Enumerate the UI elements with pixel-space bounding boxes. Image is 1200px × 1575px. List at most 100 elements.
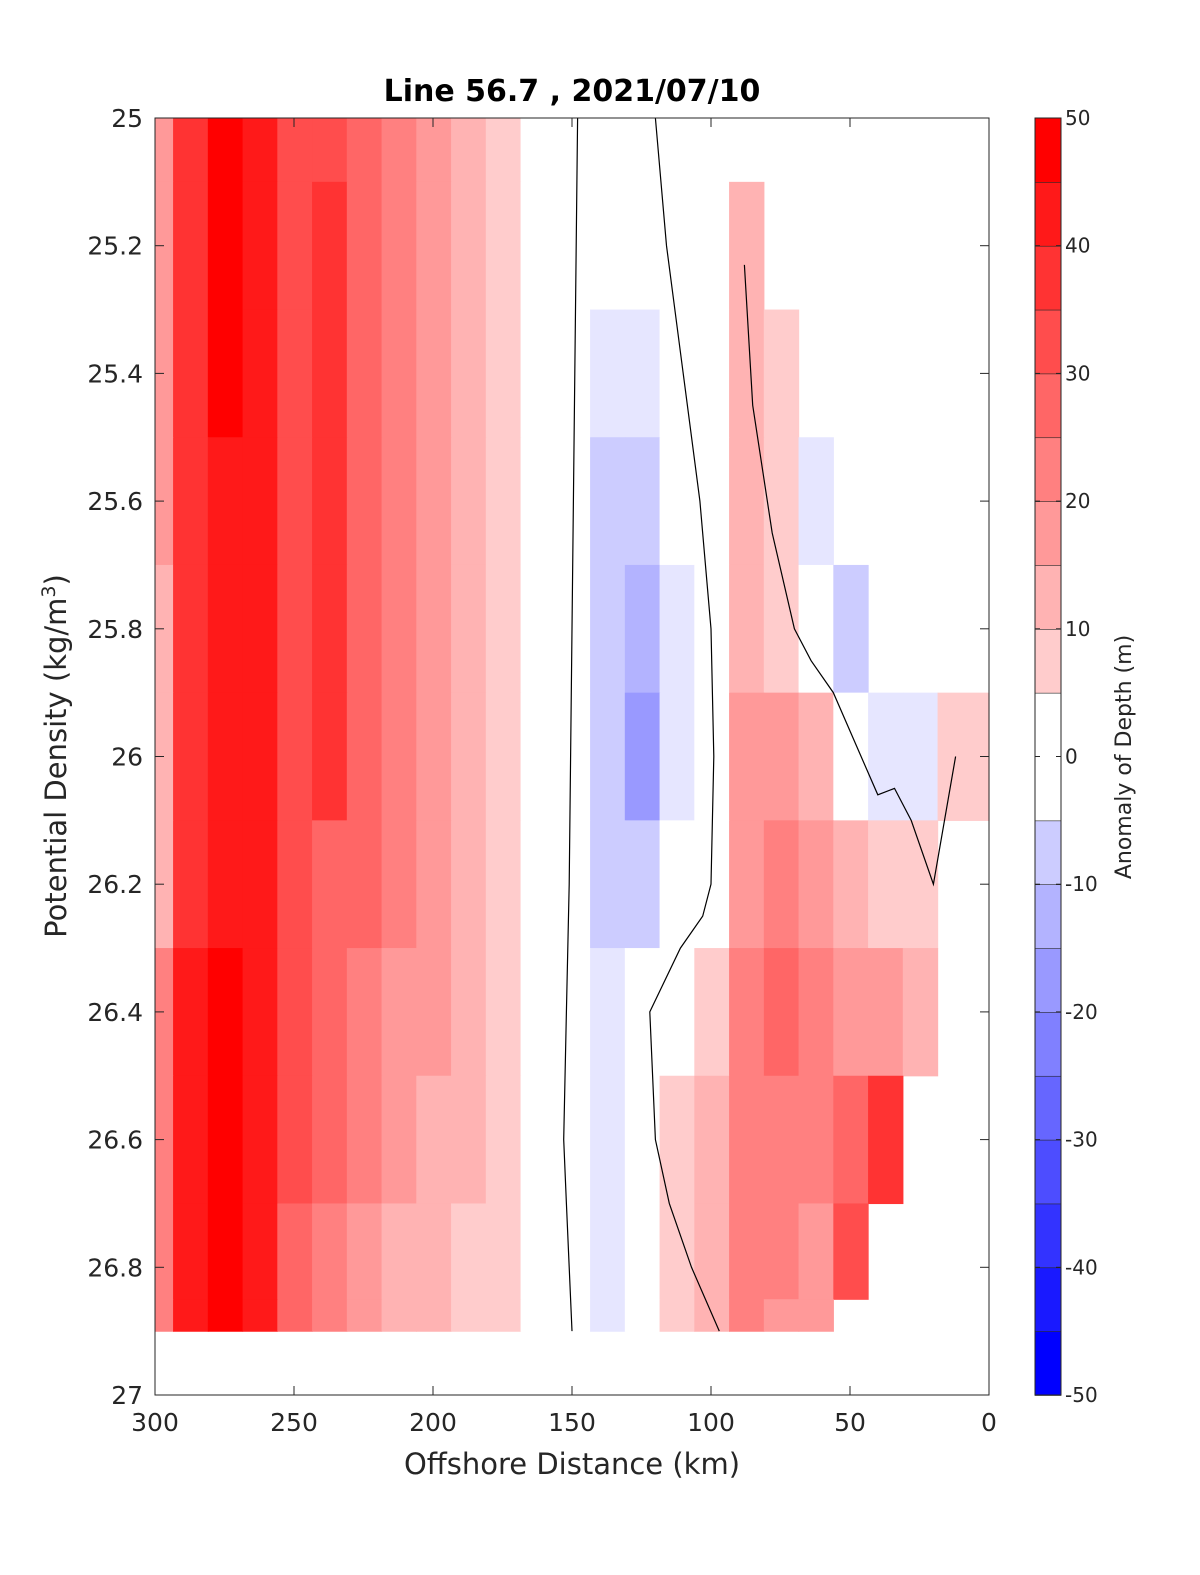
- heatmap-cell: [763, 437, 800, 566]
- heatmap-cell: [155, 181, 174, 311]
- heatmap-cell: [485, 820, 522, 949]
- zero-contour: [743, 264, 957, 887]
- y-tick-label: 26: [111, 743, 143, 772]
- x-tick-label: 300: [131, 1408, 179, 1437]
- heatmap-cell: [729, 181, 765, 311]
- heatmap-cell: [173, 181, 209, 311]
- heatmap-cell: [659, 948, 695, 1077]
- heatmap-cell: [624, 1075, 661, 1205]
- colorbar-band: [1034, 820, 1062, 885]
- heatmap-cell: [381, 692, 417, 821]
- x-tick-label: 200: [409, 1408, 457, 1437]
- heatmap-cell: [520, 1075, 556, 1205]
- heatmap-cell: [312, 181, 348, 311]
- heatmap-cell: [277, 118, 313, 183]
- heatmap-cell: [312, 692, 348, 821]
- colorbar-band: [1034, 1203, 1062, 1269]
- heatmap-cell: [520, 437, 556, 566]
- heatmap-cell: [451, 437, 487, 566]
- heatmap-cell: [242, 692, 278, 821]
- heatmap-cell: [155, 118, 174, 183]
- heatmap-cell: [590, 437, 626, 566]
- y-tick-label: 25: [111, 104, 143, 133]
- heatmap-cell: [312, 564, 348, 694]
- heatmap-cell: [416, 1299, 452, 1332]
- heatmap-cell: [277, 1203, 313, 1300]
- heatmap-cell: [416, 181, 452, 311]
- heatmap-cell: [694, 181, 730, 311]
- x-axis-label: Offshore Distance (km): [404, 1447, 740, 1481]
- heatmap-cell: [520, 564, 556, 694]
- heatmap-cell: [451, 564, 487, 694]
- heatmap-cell: [694, 309, 730, 438]
- heatmap-cell: [729, 948, 765, 1077]
- y-axis: 25 25.2 25.4 25.6 25.8 26 26.2 26.4 26.6 26.8 27: [87, 104, 989, 1410]
- heatmap-cell: [346, 1075, 383, 1205]
- heatmap-cell: [833, 564, 869, 694]
- heatmap-cell: [451, 118, 487, 183]
- heatmap-cell: [485, 1203, 522, 1300]
- heatmap-cell: [729, 564, 765, 694]
- y-axis-label-superscript: 3: [38, 585, 60, 597]
- chart-title: Line 56.7 , 2021/07/10: [384, 74, 761, 109]
- heatmap-cell: [173, 437, 209, 566]
- heatmap-cell: [520, 948, 556, 1077]
- heatmap-cell: [242, 437, 278, 566]
- heatmap-cell: [520, 1299, 556, 1332]
- heatmap-cell: [277, 948, 313, 1077]
- colorbar-band: [1034, 181, 1062, 247]
- heatmap-cell: [520, 118, 556, 183]
- heatmap-cell: [624, 564, 661, 694]
- heatmap-cell: [833, 692, 869, 821]
- colorbar-band: [1034, 245, 1062, 311]
- heatmap-cell: [763, 692, 800, 821]
- heatmap-cell: [173, 948, 209, 1077]
- heatmap-cell: [763, 1299, 800, 1332]
- heatmap-cell: [868, 820, 904, 949]
- heatmap-cell: [416, 118, 452, 183]
- heatmap-cell: [520, 1203, 556, 1300]
- heatmap-cell: [242, 118, 278, 183]
- heatmap-cell: [173, 692, 209, 821]
- x-tick-label: 100: [687, 1408, 735, 1437]
- heatmap-cell: [312, 309, 348, 438]
- colorbar-tick-label: -10: [1065, 872, 1098, 896]
- colorbar-tick-label: 0: [1065, 745, 1078, 769]
- y-tick-label: 25.8: [87, 615, 143, 644]
- colorbar-band: [1034, 564, 1062, 630]
- colorbar-band: [1034, 947, 1062, 1013]
- heatmap-cell: [798, 948, 834, 1077]
- colorbar-band: [1034, 1011, 1062, 1077]
- heatmap-cell: [155, 820, 174, 949]
- heatmap-cell: [624, 692, 661, 821]
- heatmap-cell: [798, 692, 834, 821]
- heatmap-cell: [798, 1203, 834, 1300]
- colorbar-tick-label: -20: [1065, 1000, 1098, 1024]
- heatmap-cell: [242, 564, 278, 694]
- heatmap-cell: [346, 820, 383, 949]
- heatmap-cell: [729, 1299, 765, 1332]
- heatmap-cell: [451, 1203, 487, 1300]
- heatmap-cell: [155, 1075, 174, 1205]
- heatmap-cell: [207, 181, 244, 311]
- heatmap-cell: [590, 309, 626, 438]
- heatmap-cell: [659, 692, 695, 821]
- heatmap-cell: [763, 564, 800, 694]
- heatmap-cell: [173, 1203, 209, 1300]
- x-axis: 300 250 200 150 100 50 0: [131, 118, 997, 1437]
- colorbar-band: [1034, 1075, 1062, 1141]
- heatmap-cell: [485, 1075, 522, 1205]
- heatmap-cell: [590, 564, 626, 694]
- heatmap-cell: [155, 948, 174, 1077]
- heatmap-cell: [173, 1299, 209, 1332]
- heatmap-cell: [381, 820, 417, 949]
- y-tick-label: 27: [111, 1381, 143, 1410]
- heatmap-cell: [520, 309, 556, 438]
- colorbar-tick-label: 50: [1065, 106, 1090, 130]
- heatmap-cell: [277, 564, 313, 694]
- heatmap-cell: [242, 820, 278, 949]
- y-tick-label: 26.4: [87, 998, 143, 1027]
- heatmap-cell: [590, 181, 626, 311]
- heatmap-cell: [798, 1299, 834, 1332]
- heatmap-cell: [833, 820, 869, 949]
